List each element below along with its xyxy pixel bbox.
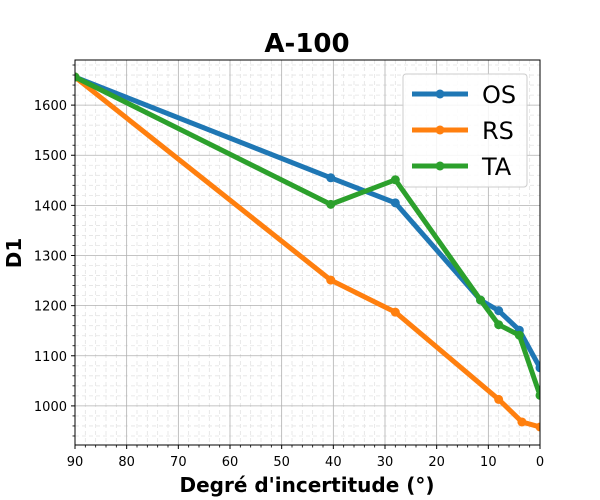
x-tick-label: 80 (118, 455, 135, 470)
y-tick-label: 1300 (34, 250, 67, 265)
legend-item-rs: RS (412, 117, 514, 145)
data-point-rs (535, 422, 540, 432)
x-tick-label: 50 (273, 455, 290, 470)
data-point-ta (494, 320, 504, 330)
x-tick-label: 70 (170, 455, 187, 470)
y-tick-label: 1500 (34, 149, 67, 164)
legend-item-ta: TA (412, 153, 512, 181)
legend: OS RS TA (402, 73, 528, 188)
data-point-ta (75, 72, 80, 82)
axis-ticks: 90 80 70 60 50 40 30 20 10 0 1000 1100 1200 1300 1400 1… (34, 64, 544, 470)
y-tick-label: 1600 (34, 99, 67, 114)
y-tick-label: 1000 (34, 400, 67, 415)
data-point-os (535, 363, 540, 373)
x-tick-label: 20 (428, 455, 445, 470)
y-tick-label: 1100 (34, 350, 67, 365)
data-point-ta (535, 390, 540, 400)
legend-marker-ta (435, 161, 445, 171)
data-point-ta (390, 175, 400, 185)
y-axis-label: D1 (2, 238, 26, 269)
legend-label-rs: RS (482, 117, 514, 145)
chart-title: A-100 (264, 29, 349, 59)
legend-label-ta: TA (481, 153, 512, 181)
series-rs (75, 72, 540, 432)
y-tick-label: 1200 (34, 300, 67, 315)
legend-marker-os (435, 89, 445, 99)
x-tick-label: 40 (325, 455, 342, 470)
data-point-os (390, 198, 400, 208)
plot-frame (74, 59, 541, 446)
data-point-os (326, 173, 336, 183)
y-tick-label: 1400 (34, 199, 67, 214)
series-ta (75, 72, 540, 400)
series-group (75, 72, 540, 432)
x-axis-label: Degré d'incertitude (°) (179, 473, 434, 497)
legend-marker-rs (435, 125, 445, 135)
x-tick-label: 0 (536, 455, 544, 470)
x-tick-label: 10 (480, 455, 497, 470)
data-point-ta (476, 295, 486, 305)
data-point-ta (326, 199, 336, 209)
data-point-rs (390, 307, 400, 317)
legend-label-os: OS (482, 81, 516, 109)
x-tick-label: 30 (377, 455, 394, 470)
data-point-rs (517, 417, 527, 427)
data-point-ta (514, 330, 524, 340)
data-point-rs (494, 394, 504, 404)
x-tick-label: 90 (67, 455, 84, 470)
data-point-rs (326, 275, 336, 285)
data-point-os (494, 306, 504, 316)
legend-item-os: OS (412, 81, 516, 109)
x-tick-label: 60 (222, 455, 239, 470)
